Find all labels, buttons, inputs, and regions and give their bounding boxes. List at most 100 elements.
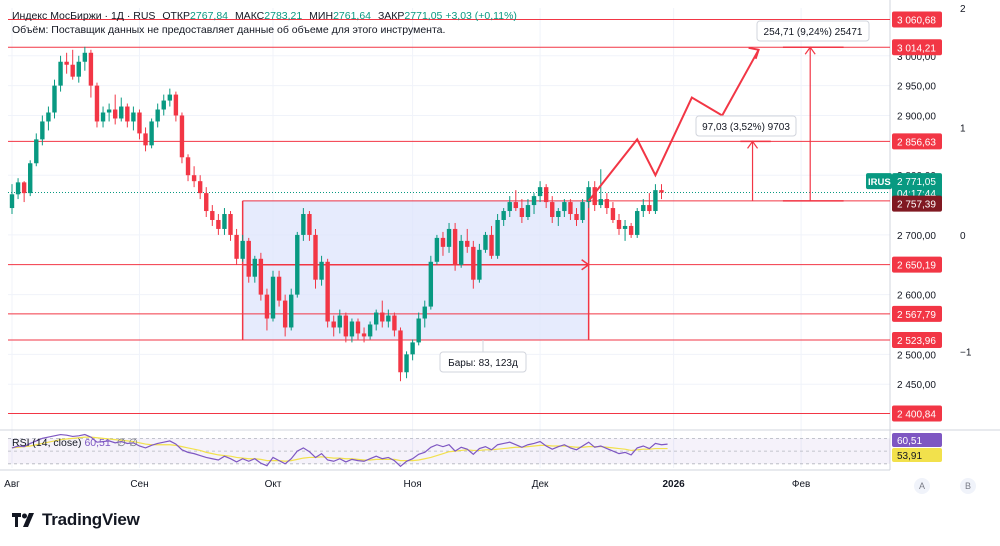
current-price-tag-bg: [892, 173, 942, 202]
candle: [313, 234, 318, 280]
candle: [374, 312, 379, 325]
price-tick-label: 3 000,00: [897, 52, 936, 63]
countdown-timer: 04:17:44: [897, 189, 936, 200]
rsi-ma-tag-bg: [892, 448, 942, 462]
candle: [179, 115, 185, 158]
candle: [610, 208, 616, 220]
candle: [525, 205, 531, 217]
candle: [349, 321, 355, 337]
log-scale-button[interactable]: B: [960, 478, 976, 494]
rsi-legend-extra: ∅ ∅: [116, 437, 138, 449]
rsi-value-tag-bg: [892, 433, 942, 447]
price-tick-label: 2 450,00: [897, 380, 936, 391]
candle: [46, 112, 51, 122]
candle: [628, 225, 634, 235]
price-tick-label: 2 600,00: [897, 291, 936, 302]
close-label: ЗАКР: [377, 10, 405, 22]
level-price-tag-bg: [892, 332, 942, 349]
candle: [9, 194, 15, 209]
time-tick-label: Ноя: [404, 479, 422, 490]
measure-big-label: 254,71 (9,24%) 25471: [764, 27, 863, 38]
candle: [161, 100, 166, 110]
candle: [197, 181, 203, 194]
candle: [483, 234, 488, 250]
level-price-tag: 3 014,21: [897, 43, 936, 54]
candle: [598, 199, 603, 206]
candle: [622, 225, 628, 229]
candle: [471, 246, 476, 280]
candle: [635, 211, 640, 235]
projection-arrow-head: [748, 46, 760, 60]
level-price-tag-bg: [892, 11, 942, 28]
candle: [240, 240, 245, 259]
candle: [434, 237, 440, 262]
secondary-scale-label: 2: [960, 4, 966, 15]
level-price-tag: 2 567,79: [897, 310, 936, 321]
candle: [416, 318, 421, 343]
candle: [106, 109, 112, 113]
candle: [422, 306, 427, 319]
candle: [228, 214, 233, 235]
time-tick-label: Дек: [532, 479, 549, 490]
open-value: 2767,84: [190, 10, 229, 22]
candle: [398, 330, 403, 373]
candle: [149, 121, 154, 146]
price-tick-label: 2 700,00: [897, 231, 936, 242]
measure-small-arrow: [747, 140, 759, 149]
candle: [112, 109, 118, 119]
close-value: 2771,05: [404, 10, 443, 22]
candle: [289, 294, 294, 328]
candle: [550, 202, 555, 217]
candle: [270, 276, 276, 319]
tradingview-logo-icon: [12, 513, 34, 527]
auto-scale-button[interactable]: A: [914, 478, 930, 494]
rsi-legend[interactable]: RSI (14, close) 60,51 ∅ ∅: [12, 437, 138, 449]
candle: [258, 258, 264, 295]
candle: [204, 193, 209, 212]
ticker-tag: IRUS: [868, 177, 891, 188]
candle: [167, 94, 173, 101]
symbol-legend: Индекс МосБиржи · 1Д · RUS ОТКР2767,84 М…: [12, 10, 517, 22]
candle: [489, 234, 494, 256]
candle: [465, 240, 470, 247]
candle: [519, 208, 525, 217]
candle: [386, 315, 391, 322]
candle: [131, 112, 136, 122]
candle: [264, 294, 270, 319]
candle: [173, 94, 179, 116]
candle: [52, 85, 57, 113]
candle: [501, 211, 506, 220]
candle: [446, 228, 452, 247]
candle: [88, 52, 94, 86]
candle: [94, 85, 100, 122]
tradingview-logo[interactable]: TradingView: [12, 510, 140, 530]
high-value: 2783,21: [264, 10, 303, 22]
measure-small-label: 97,03 (3,52%) 9703: [702, 122, 790, 133]
candle: [119, 106, 124, 119]
time-tick-label: Фев: [792, 479, 810, 490]
candle: [592, 187, 597, 206]
candle: [58, 61, 63, 86]
change-value: +3,03 (+0,11%): [445, 10, 517, 22]
candle: [562, 202, 567, 212]
candle: [325, 261, 330, 322]
rsi-legend-value: 60,51: [84, 437, 111, 449]
candle: [641, 205, 646, 212]
range-box: [242, 200, 590, 341]
measure-big-arrow: [804, 46, 816, 55]
time-tick-label: Сен: [130, 479, 148, 490]
level-price-tag: 3 060,68: [897, 16, 936, 27]
level-price-tag: 2 650,19: [897, 261, 936, 272]
symbol-title[interactable]: Индекс МосБиржи · 1Д · RUS: [12, 10, 156, 22]
candle: [380, 312, 385, 322]
secondary-scale-label: 0: [960, 231, 966, 242]
level-price-tag-bg: [892, 305, 942, 322]
price-tick-label: 2 950,00: [897, 82, 936, 93]
time-tick-label: Авг: [4, 479, 20, 490]
candle: [234, 234, 239, 259]
candle: [361, 333, 367, 337]
rsi-line: [11, 433, 668, 468]
candle: [222, 214, 227, 229]
candle: [616, 219, 622, 229]
